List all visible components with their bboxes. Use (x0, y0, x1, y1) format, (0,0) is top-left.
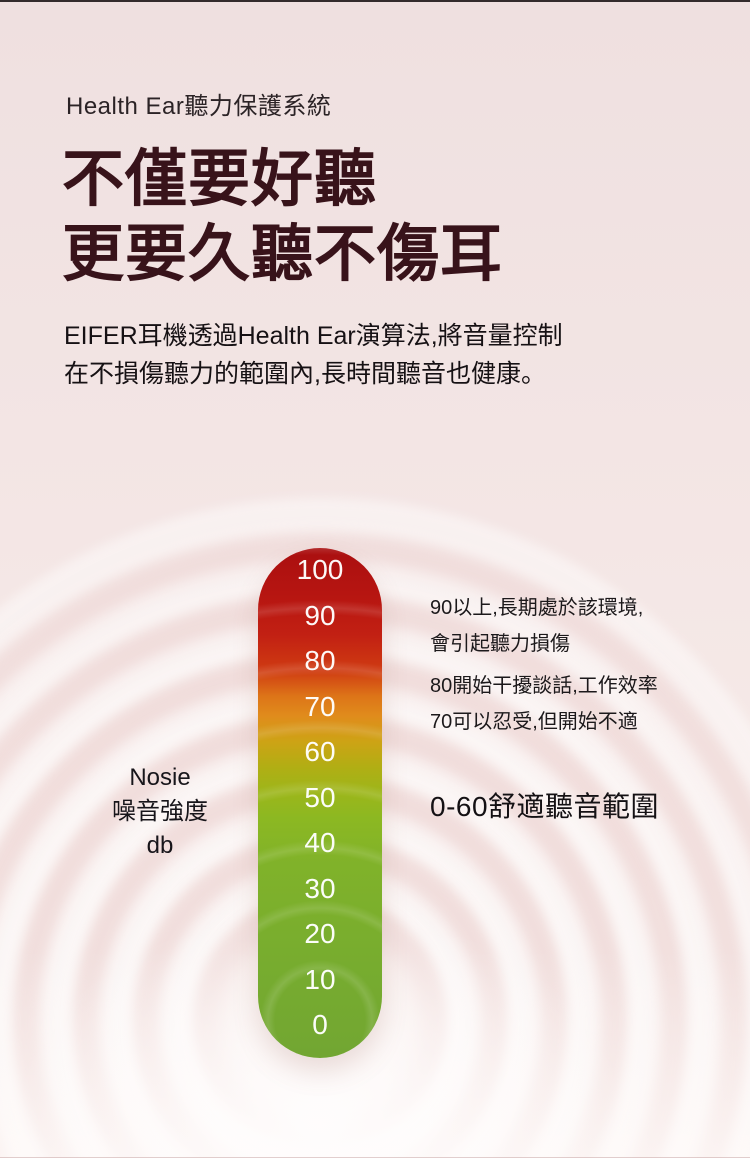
axis-label-zh: 噪音強度 (112, 798, 208, 825)
annotation-zone-80-70: 80開始干擾談話,工作效率 70可以忍受,但開始不適 (430, 668, 658, 740)
description-line-2: 在不損傷聽力的範圍內,長時間聽音也健康。 (64, 360, 546, 388)
top-border-line (0, 0, 750, 2)
noise-gauge: 100 90 80 70 60 50 40 30 20 10 0 (258, 548, 382, 1058)
gauge-tick-label: 50 (304, 781, 336, 813)
heading-line-2: 更要久聽不傷耳 (62, 220, 504, 289)
gauge-tick-label: 100 (296, 554, 344, 585)
axis-label-unit: db (146, 832, 174, 859)
gauge-tick-label: 90 (304, 599, 336, 631)
annotation-zone-80: 80開始干擾談話,工作效率 (430, 675, 658, 697)
axis-label-en: Nosie (129, 764, 191, 791)
gauge-tick-label: 60 (304, 736, 336, 767)
gauge-tick-label: 0 (312, 1009, 328, 1040)
main-heading: 不僅要好聽 更要久聽不傷耳 (62, 142, 503, 292)
annotation-zone-90: 90以上,長期處於該環境, 會引起聽力損傷 (430, 590, 643, 662)
heading-line-1: 不僅要好聽 (62, 145, 378, 214)
gauge-axis-label: Nosie 噪音強度 db (88, 761, 232, 863)
gauge-tick-label: 20 (304, 918, 336, 949)
description-line-1: EIFER耳機透過Health Ear演算法,將音量控制 (64, 322, 563, 350)
gauge-tick-label: 70 (304, 690, 336, 722)
annotation-zone-90-line1: 90以上,長期處於該環境, (430, 597, 644, 619)
annotation-comfort-range: 0-60舒適聽音範圍 (430, 791, 660, 822)
annotation-zone-90-line2: 會引起聽力損傷 (430, 633, 570, 655)
annotation-zone-70: 70可以忍受,但開始不適 (430, 711, 638, 733)
eyebrow-title: Health Ear聽力保護系統 (66, 93, 332, 120)
description: EIFER耳機透過Health Ear演算法,將音量控制 在不損傷聽力的範圍內,… (64, 317, 563, 393)
gauge-tick-label: 30 (304, 872, 336, 904)
gauge-tick-label: 40 (304, 827, 336, 858)
gauge-tick-label: 10 (304, 963, 336, 995)
gauge-tick-label: 80 (304, 645, 336, 676)
